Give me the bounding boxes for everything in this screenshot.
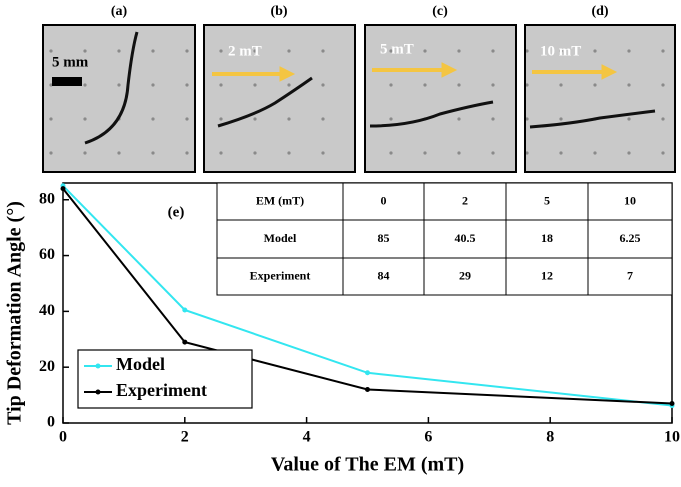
x-tick-label: 6 <box>424 429 432 446</box>
legend-label: Experiment <box>116 380 207 400</box>
y-tick-label: 0 <box>47 414 55 431</box>
y-tick-label: 80 <box>39 190 55 207</box>
panel-label: (b) <box>270 4 287 19</box>
panel-text: 5 mm <box>52 54 89 70</box>
panel-text: 2 mT <box>228 43 262 59</box>
table-cell: 85 <box>378 231 390 245</box>
legend-label: Model <box>116 354 165 374</box>
table-cell: Experiment <box>250 268 311 282</box>
table-cell: 40.5 <box>455 231 476 245</box>
table-cell: 84 <box>378 268 390 282</box>
y-tick-label: 60 <box>39 246 55 263</box>
table-cell: 7 <box>627 268 633 282</box>
scale-bar <box>52 77 82 86</box>
point <box>182 307 187 312</box>
legend-marker <box>96 364 101 369</box>
panel-label: (e) <box>168 204 185 220</box>
point <box>365 370 370 375</box>
table-cell: 5 <box>544 193 550 207</box>
table-cell: 18 <box>541 231 553 245</box>
panel-label: (a) <box>111 4 128 19</box>
table-cell: 0 <box>381 193 387 207</box>
table-cell: Model <box>264 231 297 245</box>
figure: (a)5 mm(b)2 mT(c)5 mT(d)10 mT02040608002… <box>0 0 681 487</box>
y-tick-label: 40 <box>39 302 55 319</box>
panel-text: 10 mT <box>540 43 581 59</box>
x-tick-label: 2 <box>181 429 189 446</box>
point <box>365 387 370 392</box>
x-axis-label: Value of The EM (mT) <box>271 454 464 476</box>
x-tick-label: 0 <box>59 429 67 446</box>
table-cell: 29 <box>459 268 471 282</box>
y-tick-label: 20 <box>39 358 55 375</box>
table-cell: 2 <box>462 193 468 207</box>
panel-text: 5 mT <box>380 41 414 57</box>
point <box>61 186 66 191</box>
table-cell: EM (mT) <box>256 193 304 207</box>
y-axis-label: Tip Deformation Angle (°) <box>4 201 26 425</box>
panel-label: (d) <box>591 4 608 19</box>
legend-marker <box>96 390 101 395</box>
table-cell: 10 <box>624 193 636 207</box>
table-cell: 6.25 <box>620 231 641 245</box>
x-tick-label: 10 <box>664 429 680 446</box>
point <box>182 340 187 345</box>
point <box>670 401 675 406</box>
x-tick-label: 8 <box>546 429 554 446</box>
panel-label: (c) <box>432 4 448 19</box>
table-cell: 12 <box>541 268 553 282</box>
photo <box>43 25 195 172</box>
x-tick-label: 4 <box>303 429 311 446</box>
